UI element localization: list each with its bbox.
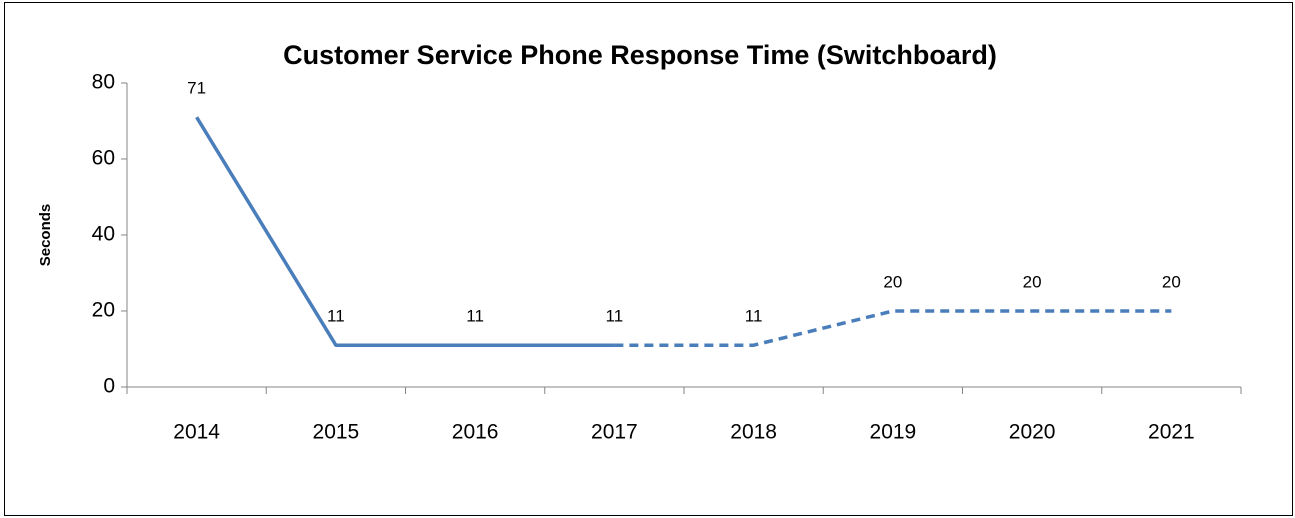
y-tick-label: 0 xyxy=(103,375,115,398)
chart-title: Customer Service Phone Response Time (Sw… xyxy=(283,40,997,70)
y-tick-label: 20 xyxy=(92,299,115,322)
data-label: 20 xyxy=(1023,272,1042,291)
line-dashed xyxy=(614,309,1172,347)
line-solid xyxy=(195,116,615,347)
chart-frame xyxy=(4,2,1293,516)
x-tick-label: 2018 xyxy=(730,421,777,444)
data-label: 20 xyxy=(883,272,902,291)
y-tick-label: 40 xyxy=(92,223,115,246)
y-tick-label: 80 xyxy=(92,71,115,94)
x-tick-label: 2014 xyxy=(173,421,220,444)
data-label: 11 xyxy=(606,307,624,326)
y-axis-label: Seconds xyxy=(37,204,54,267)
x-tick-label: 2017 xyxy=(591,421,638,444)
data-label: 20 xyxy=(1162,272,1181,291)
x-tick-label: 2021 xyxy=(1148,421,1195,444)
data-label: 11 xyxy=(327,307,345,326)
x-tick-label: 2016 xyxy=(452,421,499,444)
data-label: 11 xyxy=(466,307,484,326)
data-label: 71 xyxy=(187,79,206,98)
x-tick-label: 2015 xyxy=(313,421,360,444)
x-tick-label: 2019 xyxy=(870,421,917,444)
y-tick-label: 60 xyxy=(92,147,115,170)
data-label: 11 xyxy=(745,307,763,326)
x-tick-label: 2020 xyxy=(1009,421,1056,444)
